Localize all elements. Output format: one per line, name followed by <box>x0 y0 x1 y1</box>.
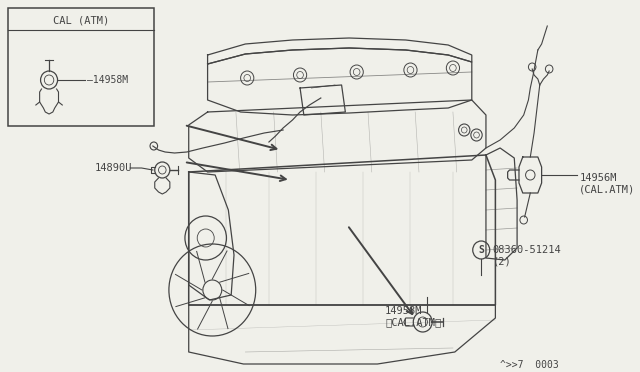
Text: 14958M
〈CAL.ATM〉: 14958M 〈CAL.ATM〉 <box>385 306 441 328</box>
Text: —14958M: —14958M <box>87 75 128 85</box>
Bar <box>8 8 154 126</box>
Text: ^>>7  0003: ^>>7 0003 <box>500 360 559 370</box>
Text: 14890U: 14890U <box>94 163 132 173</box>
Text: 08360-51214
(2): 08360-51214 (2) <box>493 245 561 267</box>
Text: CAL (ATM): CAL (ATM) <box>52 15 109 25</box>
Text: 14956M
(CAL.ATM): 14956M (CAL.ATM) <box>579 173 636 195</box>
Text: S: S <box>478 245 484 255</box>
